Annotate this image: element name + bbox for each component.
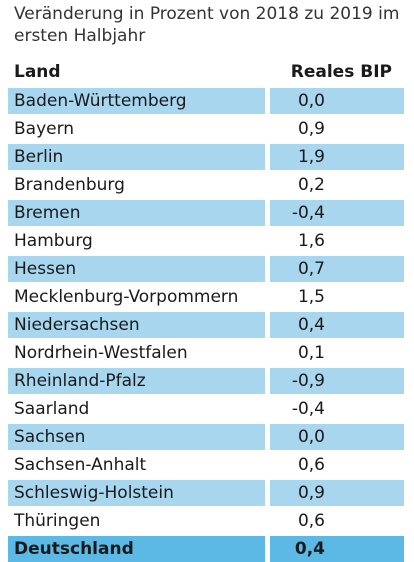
land-cell: Niedersachsen — [8, 312, 265, 338]
value-cell: 1,5 — [270, 284, 404, 310]
value-cell: -0,9 — [270, 368, 404, 394]
reales-bip-value: 0,4 — [297, 315, 325, 335]
value-cell: 0,9 — [270, 116, 404, 142]
table-row: Rheinland-Pfalz -0,9 — [0, 368, 414, 394]
land-name: Nordrhein-Westfalen — [14, 343, 188, 363]
land-cell: Hessen — [8, 256, 265, 282]
land-name: Hessen — [14, 259, 77, 279]
value-cell: 0,6 — [270, 508, 404, 534]
column-header-reales-bip: Reales BIP — [290, 62, 392, 82]
value-cell: 0,7 — [270, 256, 404, 282]
land-cell: Nordrhein-Westfalen — [8, 340, 265, 366]
land-name: Hamburg — [14, 231, 93, 251]
land-name: Bayern — [14, 119, 75, 139]
value-cell: 0,4 — [270, 312, 404, 338]
reales-bip-value: 0,6 — [297, 511, 325, 531]
land-cell: Saarland — [8, 396, 265, 422]
table-row: Saarland -0,4 — [0, 396, 414, 422]
land-name: Brandenburg — [14, 175, 125, 195]
reales-bip-value: 1,5 — [297, 287, 325, 307]
value-cell: -0,4 — [270, 396, 404, 422]
reales-bip-value: 0,2 — [297, 175, 325, 195]
land-cell: Sachsen-Anhalt — [8, 452, 265, 478]
reales-bip-value: -0,4 — [291, 203, 325, 223]
reales-bip-value: 1,6 — [297, 231, 325, 251]
table-row: Nordrhein-Westfalen 0,1 — [0, 340, 414, 366]
land-name: Baden-Württemberg — [14, 91, 187, 111]
reales-bip-value: 0,0 — [297, 427, 325, 447]
land-name: Berlin — [14, 147, 64, 167]
reales-bip-value: 0,6 — [297, 455, 325, 475]
table-row: Hamburg 1,6 — [0, 228, 414, 254]
land-cell: Rheinland-Pfalz — [8, 368, 265, 394]
land-name: Sachsen-Anhalt — [14, 455, 147, 475]
value-cell: 0,6 — [270, 452, 404, 478]
land-name: Sachsen — [14, 427, 86, 447]
land-cell: Sachsen — [8, 424, 265, 450]
table-row: Sachsen 0,0 — [0, 424, 414, 450]
land-cell: Mecklenburg-Vorpommern — [8, 284, 265, 310]
value-cell: 1,6 — [270, 228, 404, 254]
table-row: Berlin 1,9 — [0, 144, 414, 170]
value-cell: -0,4 — [270, 200, 404, 226]
land-name: Schleswig-Holstein — [14, 483, 174, 503]
land-cell: Bremen — [8, 200, 265, 226]
value-cell: 1,9 — [270, 144, 404, 170]
column-header-land: Land — [14, 62, 61, 82]
reales-bip-value: 0,0 — [297, 91, 325, 111]
table-row-total: Deutschland 0,4 — [0, 536, 414, 562]
value-cell: 0,2 — [270, 172, 404, 198]
land-cell: Brandenburg — [8, 172, 265, 198]
value-cell: 0,0 — [270, 424, 404, 450]
table-row: Baden-Württemberg 0,0 — [0, 88, 414, 114]
land-cell: Schleswig-Holstein — [8, 480, 265, 506]
table-row: Hessen 0,7 — [0, 256, 414, 282]
land-name: Rheinland-Pfalz — [14, 371, 146, 391]
table-row: Bayern 0,9 — [0, 116, 414, 142]
land-cell: Deutschland — [8, 536, 265, 562]
reales-bip-value: 0,4 — [294, 539, 325, 559]
land-cell: Bayern — [8, 116, 265, 142]
table-row: Bremen -0,4 — [0, 200, 414, 226]
land-cell: Berlin — [8, 144, 265, 170]
reales-bip-value: 0,1 — [297, 343, 325, 363]
reales-bip-value: 0,9 — [297, 119, 325, 139]
land-cell: Hamburg — [8, 228, 265, 254]
value-cell: 0,4 — [270, 536, 404, 562]
table-row: Mecklenburg-Vorpommern 1,5 — [0, 284, 414, 310]
table-row: Sachsen-Anhalt 0,6 — [0, 452, 414, 478]
reales-bip-value: -0,4 — [291, 399, 325, 419]
land-name: Mecklenburg-Vorpommern — [14, 287, 239, 307]
reales-bip-value: -0,9 — [291, 371, 325, 391]
table-row: Schleswig-Holstein 0,9 — [0, 480, 414, 506]
reales-bip-value: 0,7 — [297, 259, 325, 279]
land-cell: Thüringen — [8, 508, 265, 534]
table-header: Land Reales BIP — [0, 58, 414, 86]
table-row: Brandenburg 0,2 — [0, 172, 414, 198]
value-cell: 0,9 — [270, 480, 404, 506]
value-cell: 0,1 — [270, 340, 404, 366]
land-name: Deutschland — [14, 539, 134, 559]
value-cell: 0,0 — [270, 88, 404, 114]
reales-bip-value: 1,9 — [297, 147, 325, 167]
chart-subtitle: Veränderung in Prozent von 2018 zu 2019 … — [14, 4, 400, 46]
land-cell: Baden-Württemberg — [8, 88, 265, 114]
land-name: Saarland — [14, 399, 90, 419]
reales-bip-value: 0,9 — [297, 483, 325, 503]
table-row: Niedersachsen 0,4 — [0, 312, 414, 338]
land-name: Niedersachsen — [14, 315, 140, 335]
land-name: Bremen — [14, 203, 81, 223]
table-row: Thüringen 0,6 — [0, 508, 414, 534]
land-name: Thüringen — [14, 511, 101, 531]
